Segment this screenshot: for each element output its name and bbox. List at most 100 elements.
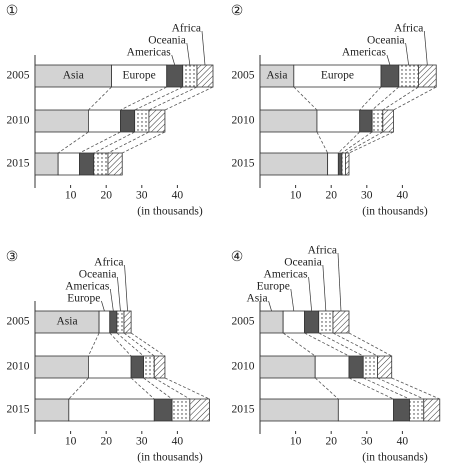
bar-segment (259, 398, 339, 422)
connector (79, 131, 121, 154)
bar-segment (120, 109, 136, 133)
connector (68, 377, 89, 400)
bar-segment (116, 310, 125, 334)
bar-segment (189, 398, 210, 422)
connector (109, 332, 132, 357)
connector (391, 377, 440, 400)
connector (316, 131, 328, 154)
x-tick-label: 20 (325, 190, 337, 202)
bar-segment (409, 398, 425, 422)
connector (154, 377, 191, 400)
leader-line (386, 54, 391, 66)
bar-segment (382, 109, 394, 133)
x-tick-label: 20 (100, 190, 112, 202)
bar-segment (423, 398, 441, 422)
legend-label: Europe (67, 293, 100, 305)
bar-segment (34, 109, 89, 133)
leader-line (290, 288, 295, 312)
connector (318, 332, 364, 357)
bar-segment (259, 310, 284, 334)
category-label: 2005 (7, 70, 30, 82)
leader-line (117, 276, 121, 312)
leader-line (201, 30, 206, 66)
connector (120, 86, 167, 111)
connector (130, 377, 155, 400)
bar-segment (107, 152, 123, 176)
bar-segment (380, 64, 400, 88)
connector (377, 377, 424, 400)
bar-segment (259, 152, 329, 176)
connector (143, 377, 173, 400)
bar-segment (166, 64, 184, 88)
category-label: 2005 (232, 316, 255, 328)
leader-line (186, 42, 191, 66)
connector (304, 332, 350, 357)
connector (164, 86, 214, 111)
legend-label: Oceania (284, 257, 322, 269)
leader-line (101, 300, 105, 312)
bar-segment (79, 152, 95, 176)
bar-segment (259, 355, 316, 379)
connector (88, 332, 100, 357)
legend-label: Africa (308, 245, 337, 257)
connector (130, 332, 166, 357)
category-label: 2015 (232, 158, 255, 170)
bar-segment (398, 64, 419, 88)
x-tick-label: 40 (172, 436, 184, 448)
legend-label: Africa (94, 257, 123, 269)
chart-title: ④ (231, 250, 244, 265)
legend-label: Europe (123, 70, 156, 82)
connector (293, 86, 318, 111)
legend-label: Americas (65, 281, 110, 293)
x-tick-label: 10 (290, 190, 302, 202)
connector (134, 86, 183, 111)
leader-line (171, 54, 176, 66)
leader-line (405, 42, 409, 66)
x-tick-label: 10 (290, 436, 302, 448)
connector (345, 131, 384, 154)
bar-segment (337, 152, 343, 176)
connector (314, 377, 339, 400)
connector (348, 332, 392, 357)
connector (363, 377, 410, 400)
legend-label: Europe (257, 281, 290, 293)
chart-title: ③ (6, 250, 19, 265)
bar-segment (143, 355, 155, 379)
bar-segment (371, 109, 384, 133)
bar-segment (327, 152, 339, 176)
bar-segment (88, 355, 132, 379)
bar-segment (109, 310, 118, 334)
bar-segment (337, 398, 394, 422)
bar-segment (34, 152, 59, 176)
bar-segment (57, 152, 80, 176)
category-label: 2010 (232, 115, 255, 127)
x-tick-label: 40 (172, 190, 184, 202)
bar-segment (345, 152, 350, 176)
bar-segment (359, 109, 373, 133)
bar-segment (282, 310, 305, 334)
bar-segment (348, 355, 364, 379)
legend-label: Asia (246, 293, 267, 305)
bar-segment (130, 355, 144, 379)
bar-segment (98, 310, 111, 334)
bar-segment (362, 355, 378, 379)
leader-line (423, 30, 428, 66)
bar-segment (418, 64, 437, 88)
x-tick-label: 30 (136, 190, 148, 202)
chart-title: ② (231, 4, 244, 19)
bar-segment (304, 310, 320, 334)
category-label: 2005 (232, 70, 255, 82)
legend-label: Americas (127, 47, 172, 59)
bar-segment (153, 355, 166, 379)
chart-title: ① (6, 4, 19, 19)
leader-line (337, 252, 342, 312)
legend-label: Americas (342, 47, 387, 59)
bar-segment (148, 109, 166, 133)
bar-segment (171, 398, 191, 422)
legend-label: Americas (264, 269, 309, 281)
x-tick-label: 20 (100, 436, 112, 448)
bar-segment (332, 310, 350, 334)
legend-label: Asia (266, 70, 287, 82)
connector (332, 332, 378, 357)
